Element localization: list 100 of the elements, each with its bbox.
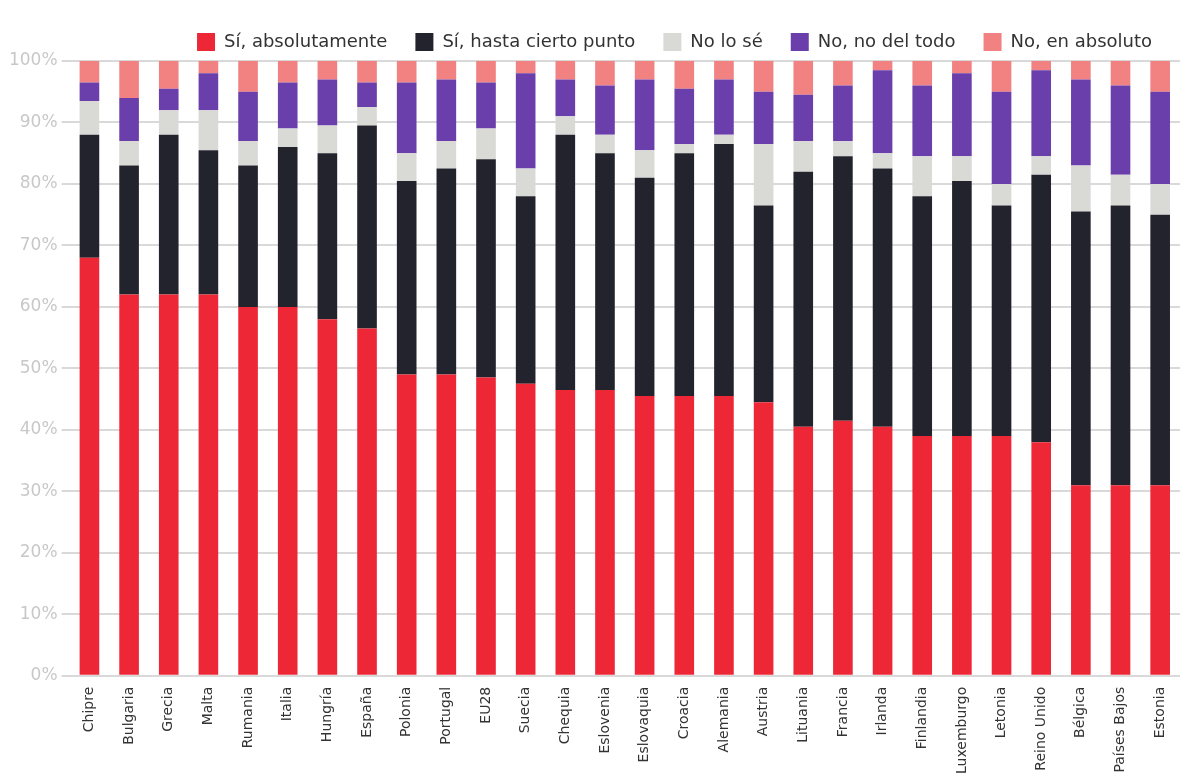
- bar: [714, 396, 734, 675]
- bar: [317, 61, 338, 80]
- bar: [753, 61, 774, 92]
- bar: [79, 257, 100, 675]
- bar: [833, 156, 853, 421]
- bar: [634, 396, 655, 675]
- bar: [198, 294, 219, 675]
- bar: [119, 294, 139, 675]
- bar: [833, 140, 853, 157]
- bar: [396, 180, 417, 375]
- bar: [476, 82, 496, 129]
- bar: [396, 61, 417, 83]
- x-tick-label: Francia: [833, 686, 850, 738]
- bar: [595, 85, 615, 135]
- bar: [753, 91, 774, 144]
- bar: [119, 61, 139, 98]
- bar: [158, 88, 179, 111]
- bar: [158, 294, 179, 675]
- x-tick-label: España: [357, 686, 374, 738]
- bar: [515, 196, 536, 384]
- bar: [793, 61, 814, 95]
- bar: [991, 91, 1012, 184]
- bar: [952, 73, 972, 157]
- bar: [396, 153, 417, 181]
- bar: [872, 70, 893, 154]
- bar: [1110, 485, 1131, 675]
- bar: [1071, 79, 1091, 166]
- x-tick-label: Bélgica: [1071, 686, 1088, 738]
- bar: [476, 61, 496, 83]
- bar: [674, 396, 695, 675]
- bar: [1031, 174, 1052, 443]
- x-tick-label: Países Bajos: [1111, 686, 1128, 773]
- bar: [277, 128, 298, 148]
- bar: [634, 61, 655, 80]
- bar: [1031, 70, 1052, 157]
- bar: [872, 153, 893, 169]
- bar: [833, 85, 853, 141]
- bar: [952, 61, 972, 74]
- bar: [238, 61, 258, 92]
- x-tick-label: Rumania: [238, 686, 255, 749]
- bar: [634, 150, 655, 178]
- bar: [753, 402, 774, 675]
- bar: [714, 61, 734, 80]
- bar: [238, 306, 258, 675]
- bar: [1150, 485, 1170, 675]
- bar: [317, 125, 338, 154]
- bar: [1110, 85, 1131, 175]
- x-tick-label: Polonia: [397, 686, 414, 738]
- bar: [595, 153, 615, 390]
- bar: [1031, 61, 1052, 71]
- x-tick-label: Grecia: [159, 686, 176, 732]
- x-tick-label: Portugal: [436, 686, 453, 745]
- bar: [436, 79, 457, 141]
- bar: [317, 319, 338, 675]
- bar: [436, 140, 457, 169]
- bar: [158, 134, 179, 295]
- x-tick-label: Irlanda: [873, 686, 890, 736]
- bar: [317, 79, 338, 126]
- bar: [476, 128, 496, 160]
- x-tick-label: Reino Unido: [1031, 686, 1048, 771]
- bar: [357, 328, 377, 675]
- bar: [952, 180, 972, 436]
- x-tick-label: Luxemburgo: [952, 686, 969, 775]
- bar: [515, 73, 536, 169]
- bar: [476, 377, 496, 675]
- x-tick-label: Eslovenia: [595, 686, 612, 754]
- x-tick-label: Malta: [199, 686, 216, 726]
- legend-label: Sí, hasta cierto punto: [442, 29, 636, 51]
- bar: [912, 61, 933, 86]
- bar: [238, 140, 258, 166]
- bar: [1150, 61, 1170, 92]
- bar: [555, 389, 576, 675]
- bar: [674, 153, 695, 397]
- bar: [634, 79, 655, 151]
- bar: [119, 140, 139, 166]
- x-tick-label: Chipre: [80, 686, 97, 733]
- x-tick-label: Bulgaria: [119, 686, 136, 745]
- bar: [1110, 61, 1131, 86]
- x-tick-label: Alemania: [714, 686, 731, 753]
- bar: [595, 134, 615, 154]
- x-tick-label: Chequia: [555, 686, 572, 745]
- bar: [555, 61, 576, 80]
- bar: [674, 88, 695, 144]
- bar: [79, 134, 100, 258]
- legend-label: No, en absoluto: [1010, 29, 1152, 51]
- bar: [674, 143, 695, 154]
- bar: [198, 73, 219, 111]
- bar: [872, 61, 893, 71]
- x-tick-label: Italia: [278, 686, 295, 722]
- bar: [912, 196, 933, 436]
- bar: [793, 426, 814, 675]
- bar: [357, 61, 377, 83]
- bar: [515, 61, 536, 74]
- x-tick-label: Hungría: [318, 686, 335, 743]
- bar: [714, 134, 734, 144]
- bar: [793, 140, 814, 172]
- legend-label: No, no del todo: [817, 29, 956, 51]
- bar: [833, 61, 853, 86]
- bar: [436, 168, 457, 375]
- bar: [1150, 91, 1170, 184]
